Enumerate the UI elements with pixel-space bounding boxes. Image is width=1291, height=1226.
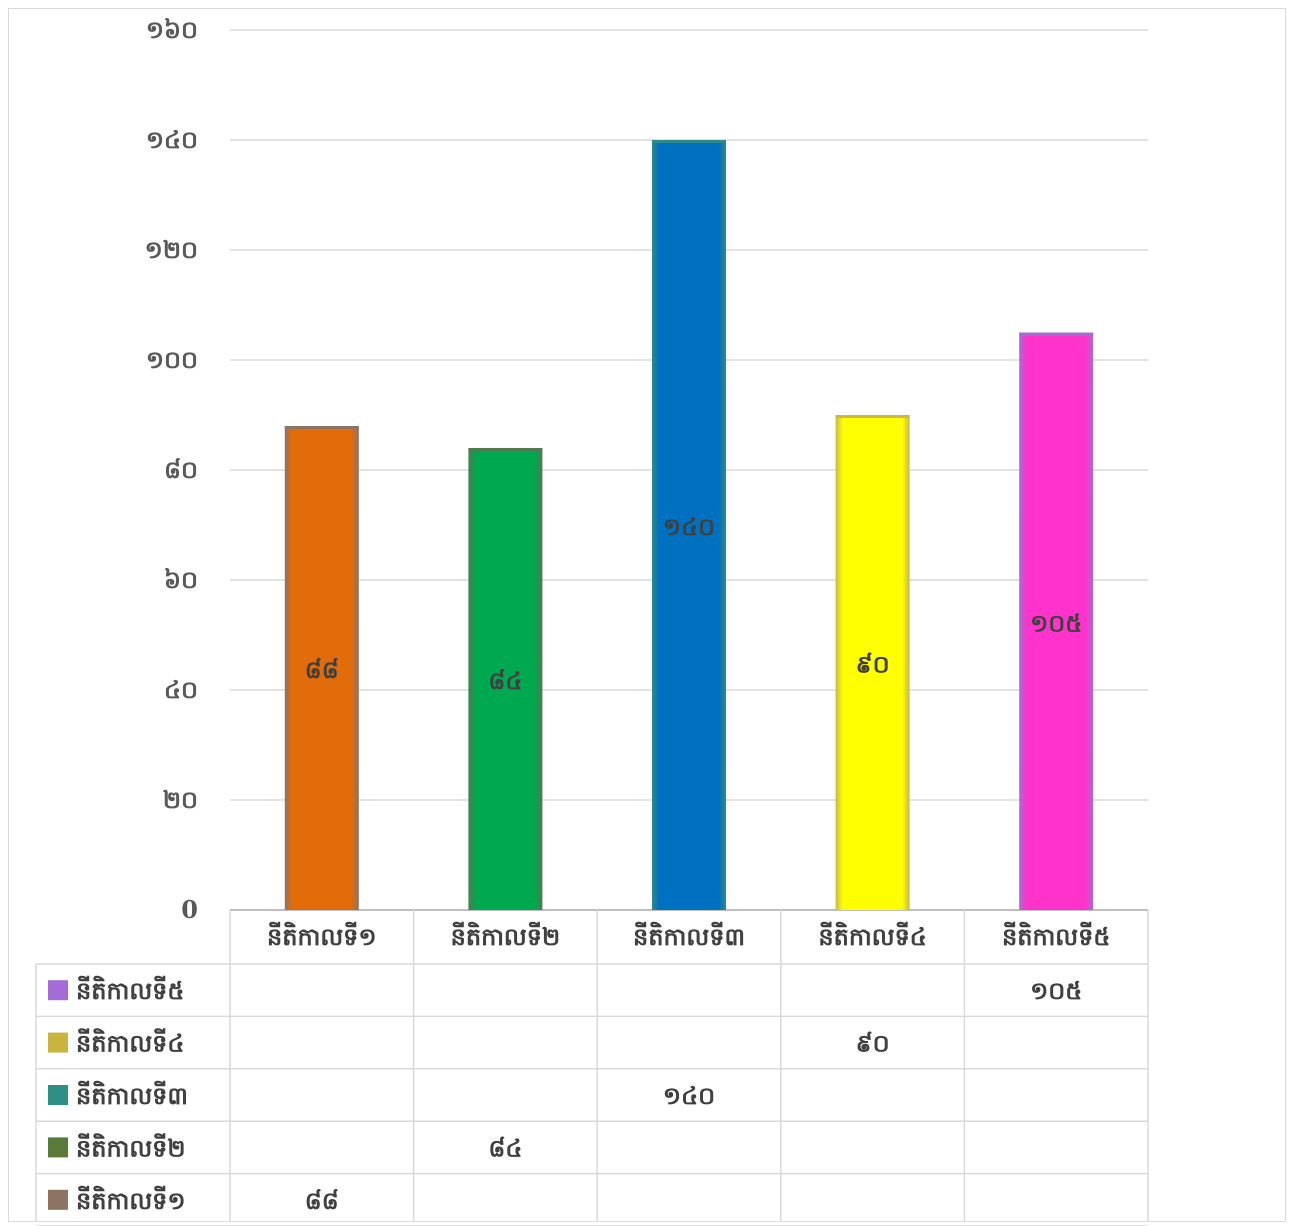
y-tick-label: ១០០ — [146, 345, 198, 374]
y-tick-label: ៤០ — [164, 675, 198, 704]
y-tick-label: ១២០ — [145, 235, 198, 264]
table-row-label: នីតិកាលទី៥ — [76, 975, 184, 1005]
y-tick-label: 0 — [181, 895, 198, 924]
table-row-label: នីតិកាលទី៤ — [76, 1028, 184, 1058]
bar-top-edge — [284, 426, 359, 429]
data-label: ១០៥ — [1030, 608, 1082, 637]
table-cell-value: ៨៤ — [488, 1133, 522, 1162]
category-label: នីតិកាលទី១ — [267, 921, 377, 951]
table-cell-value: ៨៨ — [305, 1186, 339, 1215]
y-tick-label: ១៤០ — [146, 125, 198, 154]
bar — [468, 448, 543, 910]
data-label: ៨៤ — [488, 666, 522, 695]
table-row-label: នីតិកាលទី៣ — [76, 1080, 188, 1110]
category-label: នីតិកាលទី៥ — [1002, 921, 1110, 951]
data-label: ៨៨ — [305, 655, 339, 684]
bar — [1019, 332, 1094, 910]
table-row-label: នីតិកាលទី២ — [76, 1132, 186, 1162]
bar-top-edge — [835, 415, 910, 418]
legend-swatch — [48, 1085, 68, 1105]
bar-top-edge — [1019, 332, 1094, 336]
chart-frame — [8, 8, 1286, 1222]
bars — [284, 140, 1094, 910]
bar — [652, 140, 726, 910]
y-tick-label: ២០ — [163, 785, 198, 814]
y-tick-label: ៦០ — [164, 565, 198, 594]
y-tick-label: ១៦០ — [146, 15, 198, 44]
legend-swatch — [48, 1032, 68, 1053]
legend-swatch — [48, 1137, 68, 1158]
bar-top-edge — [652, 140, 726, 143]
data-label: ៩០ — [856, 650, 890, 679]
table-row-label: នីតិកាលទី១ — [76, 1185, 186, 1215]
category-label: នីតិកាលទី៣ — [633, 921, 745, 951]
table-cell-value: ៩០ — [856, 1029, 890, 1058]
data-label: ១៤០ — [663, 512, 715, 541]
legend-swatch — [48, 1189, 68, 1210]
bar — [835, 415, 910, 910]
bar — [284, 426, 359, 910]
y-tick-label: ៨០ — [164, 455, 198, 484]
category-label: នីតិកាលទី២ — [451, 921, 561, 951]
bar-top-edge — [468, 448, 543, 451]
category-label: នីតិកាលទី៤ — [818, 921, 926, 951]
table-cell-value: ១០៥ — [1030, 976, 1082, 1005]
data-table: នីតិកាលទី១ នីតិកាលទី២ នីតិកាលទី៣ នីតិកាលទី៤… — [35, 910, 1149, 1226]
y-axis-ticks: 0 ២០ ៤០ ៦០ ៨០ ១០០ ១២០ ១៤០ ១៦០ — [145, 15, 198, 924]
table-cell-value: ១៤០ — [663, 1081, 715, 1110]
legend-swatch — [48, 980, 68, 1001]
